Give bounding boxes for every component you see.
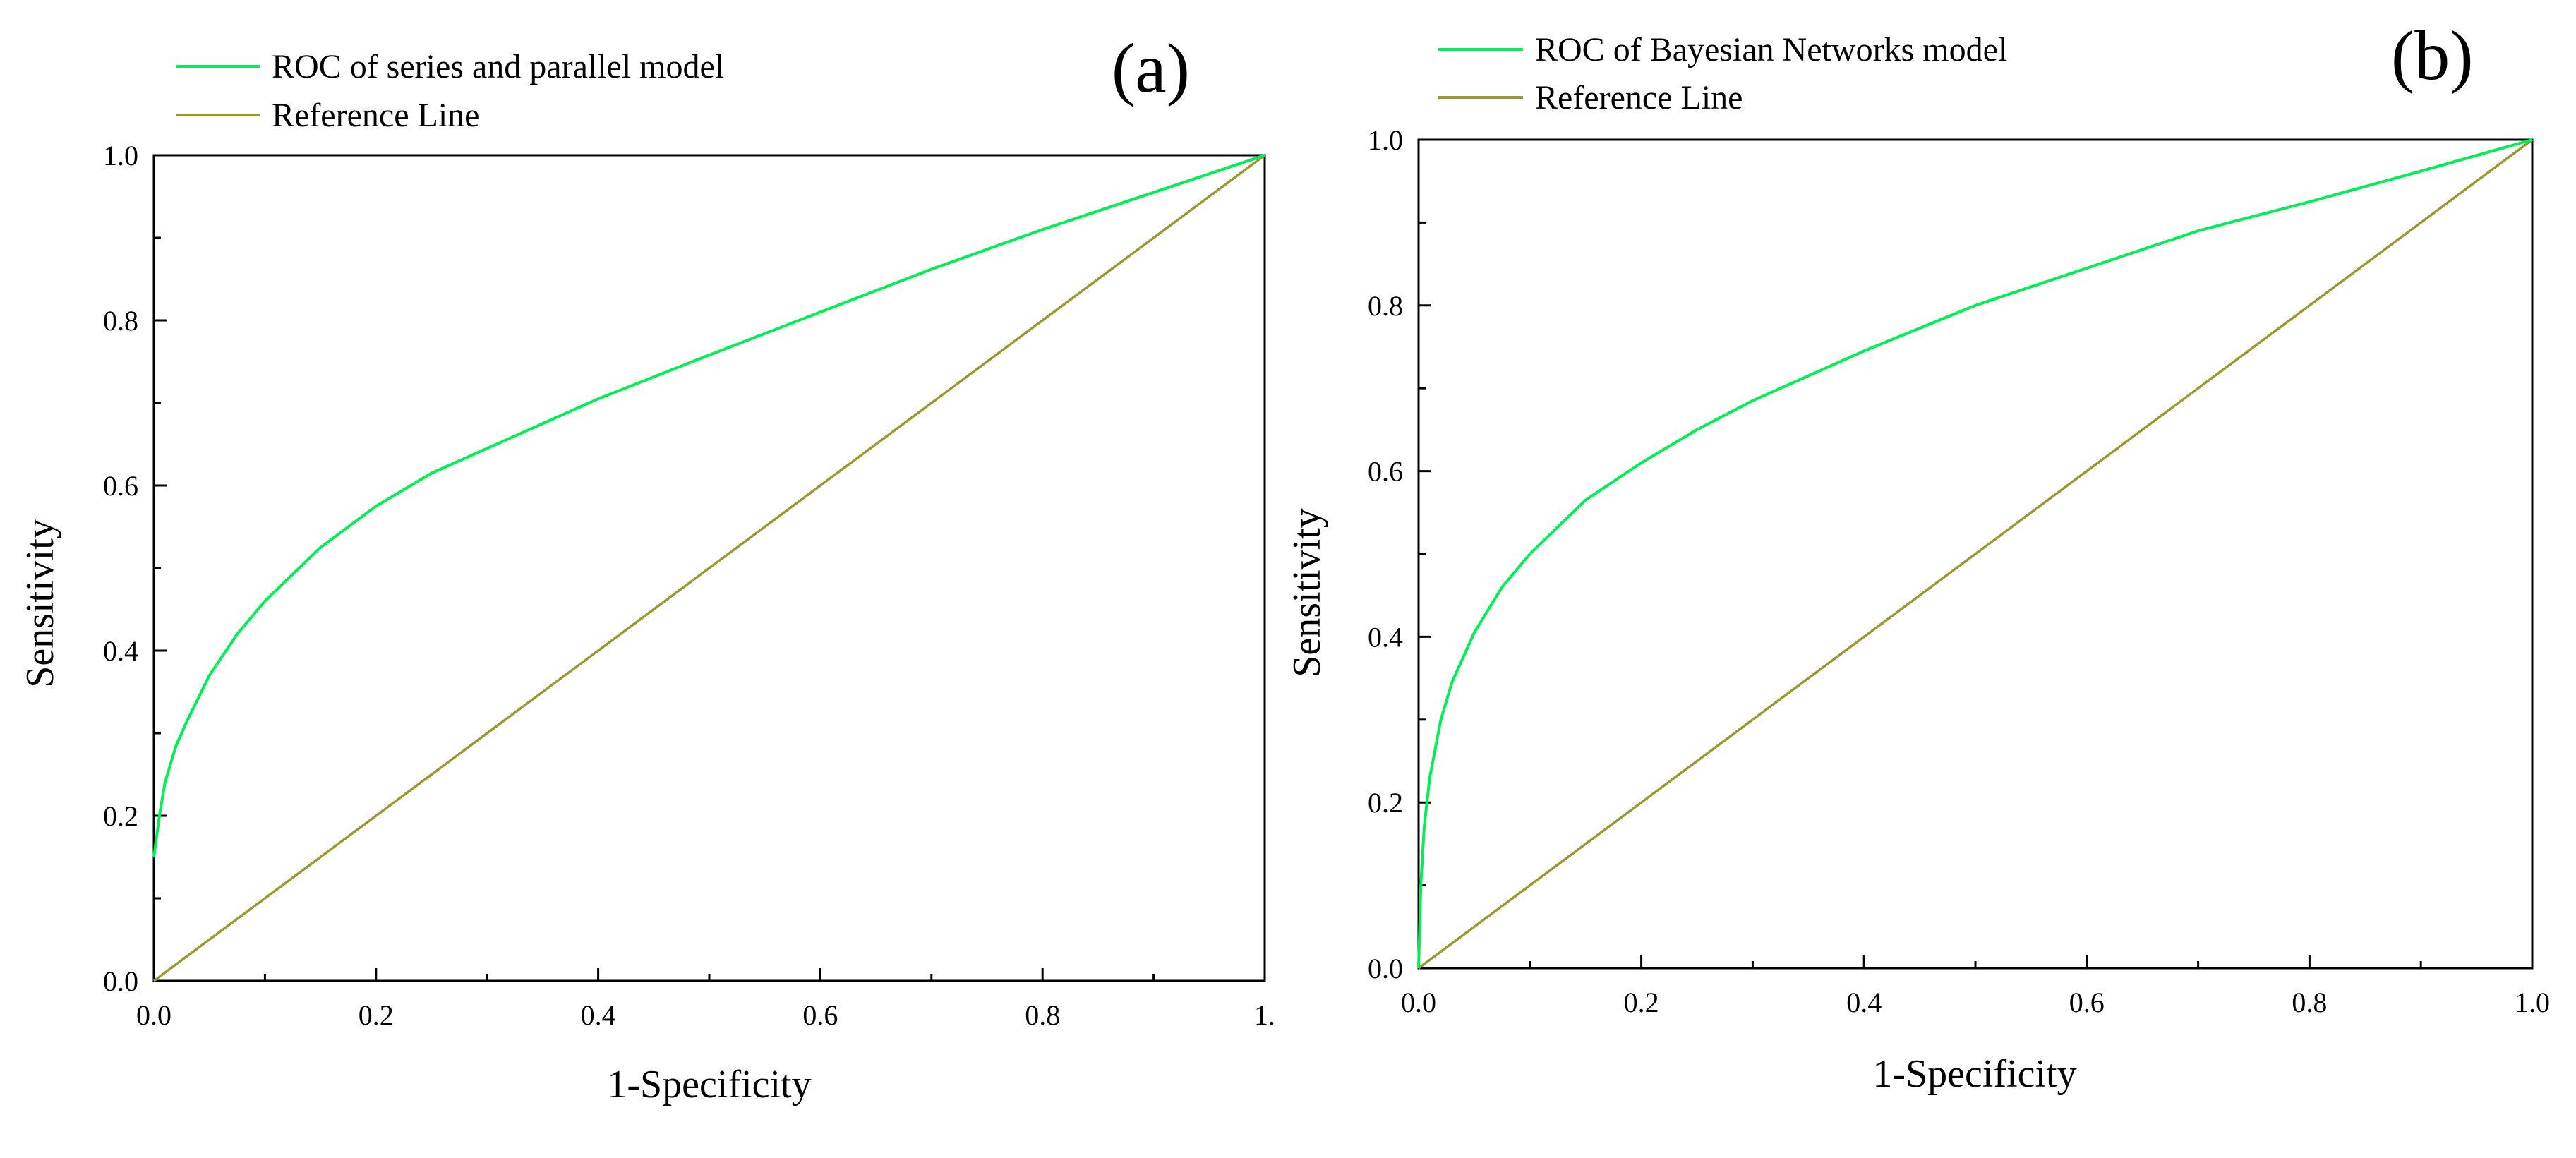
roc-curve bbox=[1417, 138, 2533, 969]
y-tick-label: 1.0 bbox=[1368, 124, 1403, 156]
y-tick-label: 0.4 bbox=[1368, 621, 1403, 653]
x-tick-label: 0.8 bbox=[1025, 999, 1060, 1031]
reference-line bbox=[152, 154, 1266, 982]
x-tick-label: 0.6 bbox=[802, 999, 838, 1031]
x-axis-title: 1-Specificity bbox=[1872, 1052, 2076, 1096]
legend-roc-label: ROC of series and parallel model bbox=[272, 48, 724, 85]
y-tick-label: 0.2 bbox=[103, 800, 138, 832]
x-tick-label: 0.4 bbox=[581, 999, 616, 1031]
y-tick-label: 0.4 bbox=[103, 635, 138, 667]
y-tick-label: 0.8 bbox=[103, 305, 138, 337]
y-tick-label: 0.6 bbox=[103, 470, 138, 502]
chart-panel-a: 0.0 0.2 0.4 0.6 0.8 1. 0.0 0.2 0.4 0.6 0.8 1.0 ROC o… bbox=[18, 29, 1275, 1106]
x-tick-label: 1. bbox=[1254, 999, 1275, 1031]
x-tick-label: 0.0 bbox=[136, 999, 171, 1031]
y-tick-label: 0.0 bbox=[1368, 953, 1403, 984]
y-axis-title: Sensitivity bbox=[18, 519, 62, 688]
y-axis-title: Sensitivity bbox=[1285, 508, 1329, 677]
chart-panel-b: 0.0 0.2 0.4 0.6 0.8 1.0 0.0 0.2 0.4 0.6 0.8 1.0 ROC … bbox=[1285, 16, 2550, 1096]
x-tick-label: 0.4 bbox=[1846, 987, 1882, 1018]
y-tick-label: 1.0 bbox=[103, 140, 138, 171]
x-axis-title: 1-Specificity bbox=[607, 1063, 811, 1106]
y-tick-label: 0.0 bbox=[103, 965, 138, 997]
legend-reference-label: Reference Line bbox=[272, 97, 479, 134]
x-tick-label: 1.0 bbox=[2515, 987, 2550, 1018]
legend-reference-label: Reference Line bbox=[1535, 79, 1743, 116]
x-tick-label: 0.8 bbox=[2292, 987, 2327, 1018]
panel-label: (b) bbox=[2391, 16, 2474, 95]
y-tick-label: 0.8 bbox=[1368, 290, 1403, 322]
x-tick-label: 0.0 bbox=[1401, 987, 1436, 1018]
panel-label: (a) bbox=[1112, 29, 1190, 107]
roc-curve bbox=[152, 154, 1265, 857]
y-tick-label: 0.6 bbox=[1368, 456, 1403, 488]
x-tick-label: 0.6 bbox=[2069, 987, 2105, 1018]
y-tick-label: 0.2 bbox=[1368, 787, 1403, 819]
x-tick-label: 0.2 bbox=[1624, 987, 1659, 1018]
legend-roc-label: ROC of Bayesian Networks model bbox=[1535, 31, 2007, 68]
reference-line bbox=[1417, 138, 2534, 970]
x-tick-label: 0.2 bbox=[359, 999, 394, 1031]
